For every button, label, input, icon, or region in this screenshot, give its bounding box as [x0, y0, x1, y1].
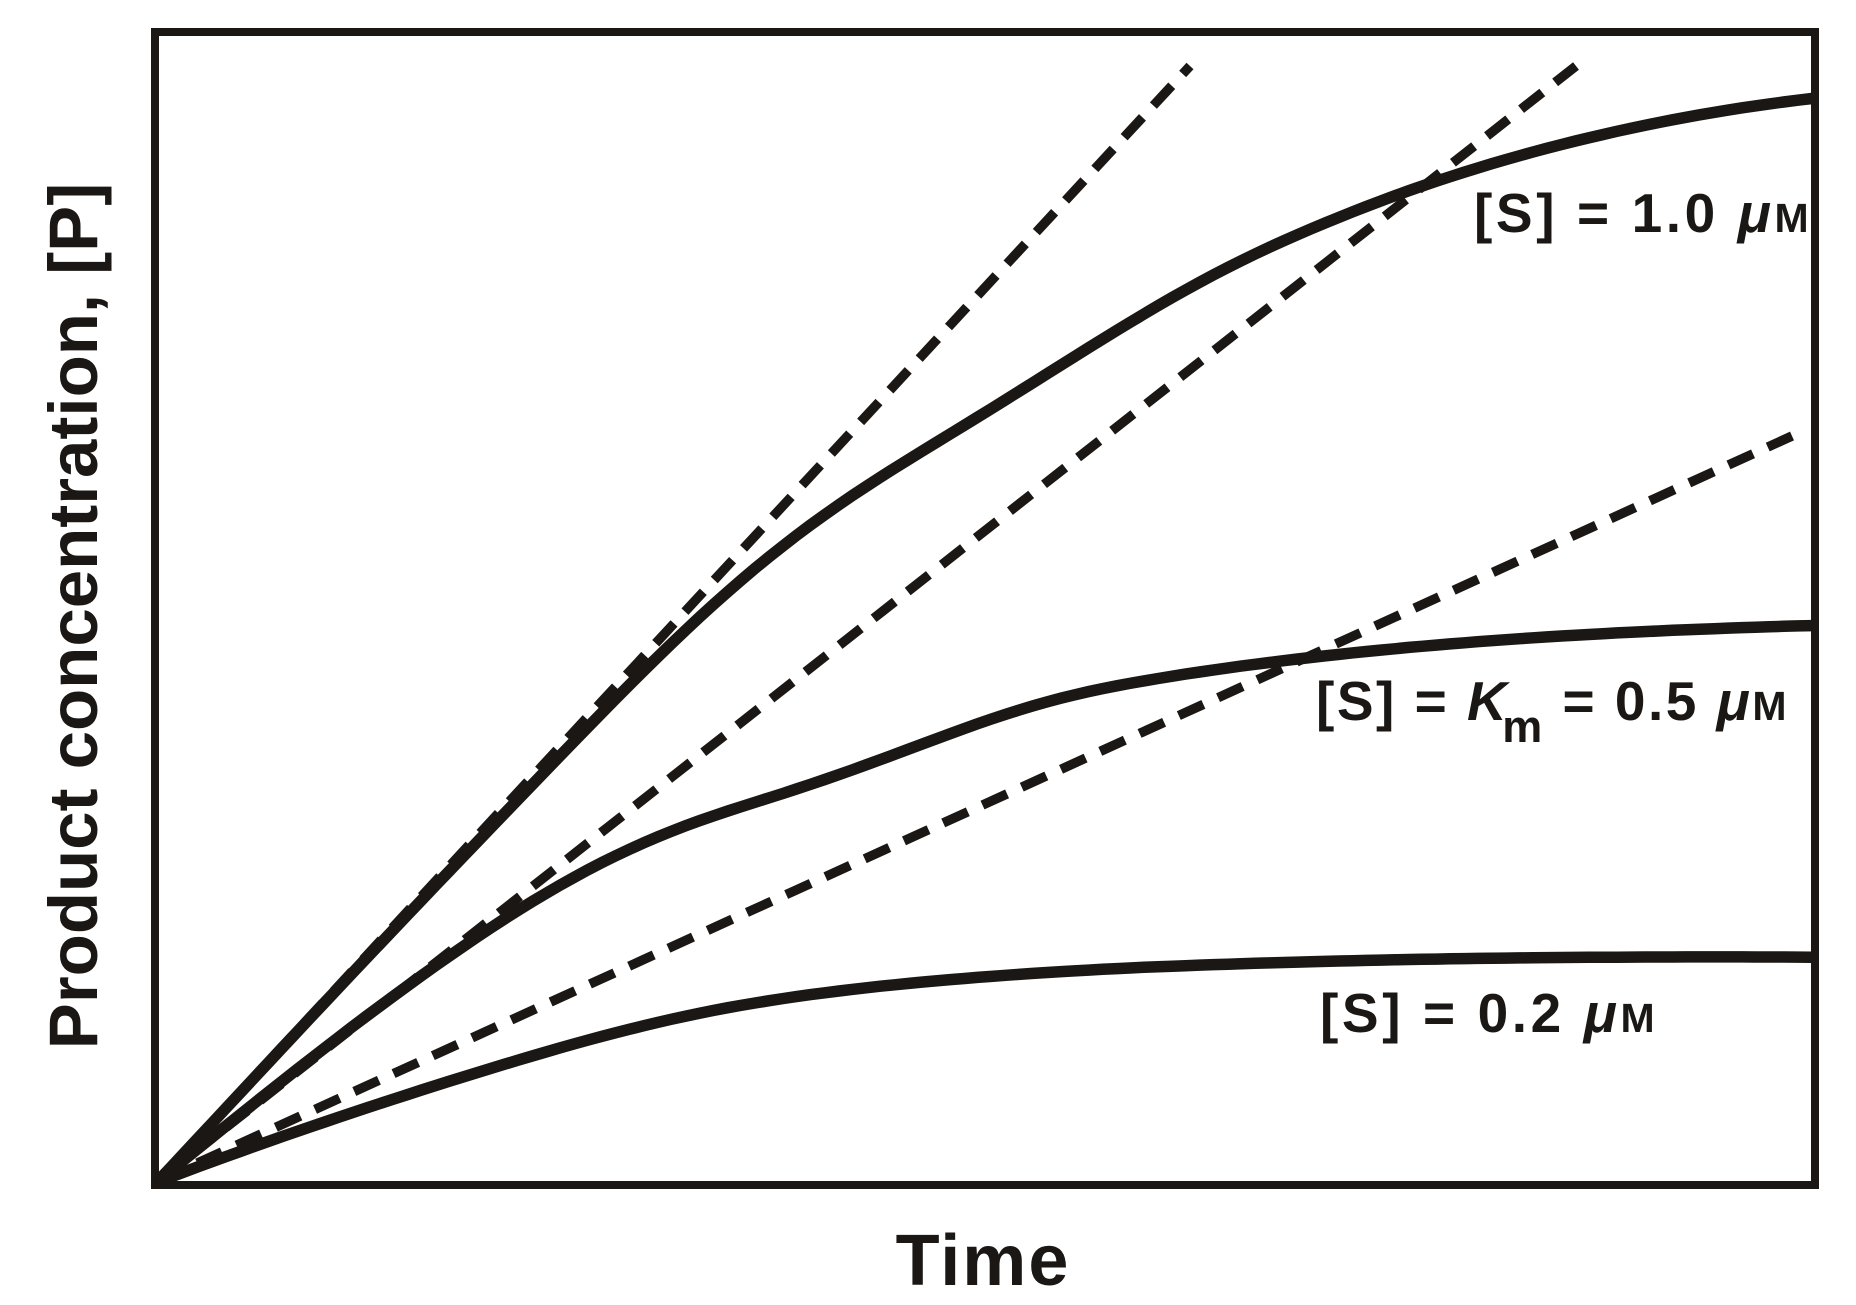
svg-text:Product concentration, [P]: Product concentration, [P]	[35, 183, 112, 1049]
svg-text:[S] = 1.0 μM: [S] = 1.0 μM	[1474, 182, 1812, 244]
svg-text:[S] = Km = 0.5 μM: [S] = Km = 0.5 μM	[1316, 670, 1789, 752]
svg-text:[S] = 0.2 μM: [S] = 0.2 μM	[1320, 982, 1658, 1044]
svg-text:Time: Time	[896, 1221, 1071, 1300]
